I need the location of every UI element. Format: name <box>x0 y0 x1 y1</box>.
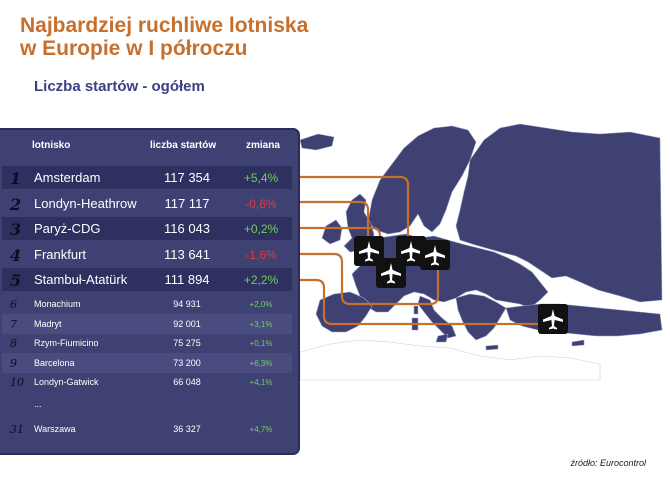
change-value: +5,4% <box>243 171 279 185</box>
change-value: -1,6% <box>245 247 277 262</box>
balkans-shape <box>455 293 507 341</box>
source-note: źródło: Eurocontrol <box>570 458 646 468</box>
ranking-table: lotnisko liczba startów zmiana 1 Amsterda… <box>0 128 300 455</box>
change-value: +0,2% <box>243 222 279 236</box>
page-subtitle: Liczba startów - ogółem <box>34 78 205 95</box>
north-africa-shape <box>299 339 601 381</box>
rank-number: 3 <box>10 220 22 239</box>
header-starts: liczba startów <box>150 140 217 151</box>
ireland-shape <box>321 219 343 245</box>
rank-number: 8 <box>10 337 17 350</box>
change-value: +2,2% <box>243 273 279 287</box>
rank-number: 1 <box>10 169 22 188</box>
plane-icon <box>420 240 450 270</box>
change-value: +6,3% <box>249 358 273 368</box>
airport-name: Rzym-Fiumicino <box>34 338 99 348</box>
connector-amsterdam <box>300 175 410 244</box>
change-value: +4,1% <box>249 378 273 387</box>
rank-number: 2 <box>10 194 22 214</box>
airport-name: Londyn-Gatwick <box>34 377 99 387</box>
airport-name: Madryt <box>34 318 62 329</box>
table-row: 7 Madryt 92 001 +3,1% <box>2 313 292 334</box>
iceland-shape <box>299 133 335 151</box>
change-value: +2,0% <box>249 300 273 309</box>
ellipsis-row: ... <box>2 394 292 414</box>
title-line-1: Najbardziej ruchliwe lotniska <box>20 14 309 37</box>
starts-value: 111 894 <box>164 272 210 287</box>
header-change: zmiana <box>246 140 280 151</box>
table-row: 5 Stambuł-Atatürk 111 894 +2,2% <box>2 268 292 291</box>
starts-value: 36 327 <box>173 424 201 434</box>
rank-number: 4 <box>10 245 22 265</box>
airport-markers <box>354 236 568 334</box>
airport-name: Amsterdam <box>34 170 101 185</box>
table-row: 31 Warszawa 36 327 +4,7% <box>2 419 292 439</box>
starts-value: 113 641 <box>163 246 211 262</box>
plane-icon <box>396 236 426 266</box>
airport-name: Stambuł-Atatürk <box>34 272 128 287</box>
italy-shape <box>417 295 457 339</box>
turkey-shape <box>505 303 663 337</box>
starts-value: 66 048 <box>173 377 201 387</box>
table-row: 3 Paryż-CDG 116 043 +0,2% <box>2 217 292 240</box>
table-row: 4 Frankfurt 113 641 -1,6% <box>2 243 292 266</box>
header-airport: lotnisko <box>32 140 71 151</box>
starts-value: 117 354 <box>163 170 211 185</box>
rank-number: 9 <box>10 356 17 370</box>
connector-heathrow <box>300 200 370 244</box>
iberia-shape <box>315 291 373 333</box>
scandinavia-shape <box>367 125 477 235</box>
airport-name: Warszawa <box>34 424 76 434</box>
change-value: +0,1% <box>249 339 273 348</box>
airport-name: Monachium <box>34 299 81 309</box>
airport-name: Londyn-Heathrow <box>34 195 137 211</box>
table-row: 9 Barcelona 73 200 +6,3% <box>2 352 292 373</box>
airport-name: Frankfurt <box>34 246 87 262</box>
airport-name: Barcelona <box>34 357 75 368</box>
eastern-europe-shape <box>455 123 663 303</box>
airport-name: Paryż-CDG <box>34 221 101 236</box>
rank-number: 6 <box>10 298 17 311</box>
starts-value: 75 275 <box>173 338 201 348</box>
change-value: +4,7% <box>249 425 273 434</box>
change-value: +3,1% <box>249 319 273 329</box>
connector-frankfurt <box>300 252 440 306</box>
rank-number: 5 <box>10 271 22 290</box>
starts-value: 94 931 <box>173 299 201 309</box>
starts-value: 92 001 <box>173 318 201 329</box>
page-title: Najbardziej ruchliwe lotniska w Europie … <box>20 14 440 60</box>
table-row: 6 Monachium 94 931 +2,0% <box>2 294 292 314</box>
rank-number: 7 <box>10 317 17 331</box>
title-line-2: w Europie w I półroczu <box>20 37 248 60</box>
starts-value: 116 043 <box>163 221 211 236</box>
starts-value: 73 200 <box>173 357 201 368</box>
table-row: 10 Londyn-Gatwick 66 048 +4,1% <box>2 372 292 392</box>
plane-icon <box>354 236 384 266</box>
connector-cdg <box>300 226 382 260</box>
rank-number: 31 <box>10 423 24 436</box>
table-row: 1 Amsterdam 117 354 +5,4% <box>2 166 292 189</box>
plane-icon <box>538 304 568 334</box>
table-row: 2 Londyn-Heathrow 117 117 -0,6% <box>2 192 292 215</box>
ellipsis: ... <box>34 399 42 409</box>
change-value: -0,6% <box>245 196 277 211</box>
starts-value: 117 117 <box>164 195 210 211</box>
rank-number: 10 <box>10 376 24 389</box>
table-row: 8 Rzym-Fiumicino 75 275 +0,1% <box>2 333 292 353</box>
